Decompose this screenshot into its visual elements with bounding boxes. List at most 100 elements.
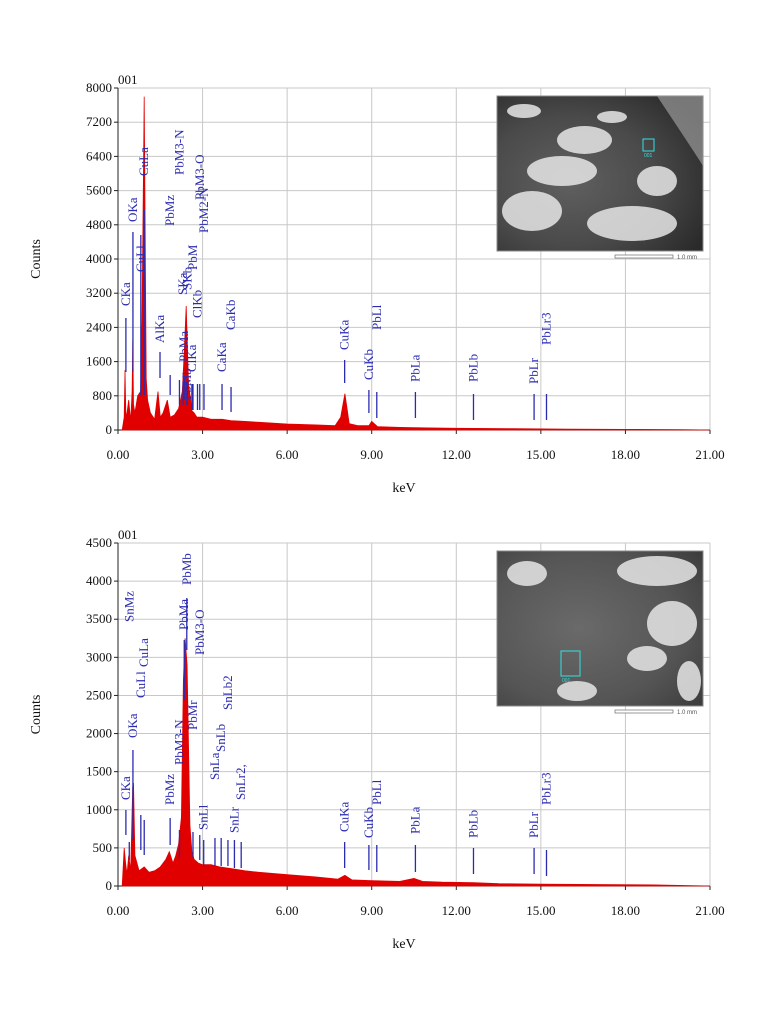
x-tick-label: 9.00 <box>360 447 383 462</box>
peak-label: PbM3-N <box>171 719 186 765</box>
peak-label: CuLl <box>133 671 148 698</box>
sem-inset-image: 001 1.0 mm <box>496 550 704 716</box>
sem-bright-region <box>507 104 541 118</box>
peak-label: PbM3-O <box>192 154 207 200</box>
peak-label: PbM3-N <box>171 129 186 175</box>
x-tick-label: 21.00 <box>695 903 724 918</box>
sem-bright-region <box>597 111 627 123</box>
y-tick-label: 4000 <box>86 573 112 588</box>
peak-label: SnLl <box>196 804 211 830</box>
x-tick-label: 15.00 <box>526 447 555 462</box>
analysis-region-label: 001 <box>562 678 571 684</box>
peak-labels: CKa OKa CuLl CuLa AlKa PbMz PbMa PbM3-N SKa PbMb S… <box>118 129 553 420</box>
sem-bright-region <box>677 661 701 701</box>
peak-label: SKb <box>179 267 194 290</box>
peak-label: PbMz <box>162 774 177 805</box>
sem-bright-region <box>502 191 562 231</box>
peak-label: ClKa <box>184 344 199 372</box>
peak-label: CuKb <box>361 349 376 380</box>
peak-label: AlKa <box>152 315 167 343</box>
sem-bright-region <box>507 561 547 586</box>
x-tick-label: 12.00 <box>442 903 471 918</box>
peak-label: PbLa <box>407 354 422 382</box>
peak-label: CKa <box>118 282 133 306</box>
peak-label: PbMz <box>162 195 177 226</box>
y-tick-label: 0 <box>106 878 113 893</box>
x-tick-label: 0.00 <box>107 447 130 462</box>
peak-label: ClKb <box>189 290 204 318</box>
sem-bright-region <box>627 646 667 671</box>
analysis-region-box <box>560 650 581 677</box>
peak-labels: CKa SnMz OKa CuLl CuLa PbMz PbM3-N PbMa PbMb PbMr… <box>118 553 553 876</box>
scale-bar <box>614 254 674 259</box>
peak-label: PbMb <box>179 553 194 585</box>
peak-label: PbLb <box>465 810 480 838</box>
y-tick-label: 2500 <box>86 687 112 702</box>
peak-label: OKa <box>125 197 140 222</box>
x-tick-label: 0.00 <box>107 903 130 918</box>
peak-label: PbM3-O <box>192 609 207 655</box>
peak-label: SnLb <box>213 724 228 752</box>
x-tick-label: 9.00 <box>360 903 383 918</box>
peak-label: CuLa <box>136 638 151 667</box>
y-tick-label: 2400 <box>86 319 112 334</box>
y-tick-label: 4500 <box>86 535 112 550</box>
sem-bright-region <box>617 556 697 586</box>
sem-bright-region <box>637 166 677 196</box>
peak-label: CuLa <box>136 147 151 176</box>
spectrum-series <box>121 638 711 887</box>
scale-bar-label: 1.0 mm <box>677 710 697 716</box>
sem-bright-region <box>647 601 697 646</box>
x-axis-label: keV <box>392 937 415 952</box>
y-tick-label: 6400 <box>86 148 112 163</box>
x-tick-label: 15.00 <box>526 903 555 918</box>
peak-label: PbLa <box>407 806 422 834</box>
x-tick-label: 6.00 <box>276 903 299 918</box>
scale-bar <box>614 709 674 714</box>
analysis-region-box <box>642 138 655 152</box>
peak-label: PbMa <box>176 331 191 362</box>
peak-label: CaKa <box>214 342 229 372</box>
peak-label: PbM2-N <box>196 187 211 233</box>
x-tick-label: 18.00 <box>611 447 640 462</box>
peak-label: CuKa <box>337 319 352 350</box>
peak-label: PbLr <box>526 357 541 384</box>
peak-label: SKa <box>175 272 190 295</box>
peak-label: PbMr <box>185 700 200 730</box>
peak-label: PbLr3 <box>538 313 553 346</box>
chart-title: 001 <box>118 72 138 87</box>
spectrum-series <box>121 96 711 431</box>
sem-bright-region <box>557 681 597 701</box>
y-tick-label: 8000 <box>86 80 112 95</box>
y-tick-label: 4800 <box>86 217 112 232</box>
y-tick-label: 3200 <box>86 285 112 300</box>
sem-bright-region <box>557 126 612 154</box>
x-tick-label: 18.00 <box>611 903 640 918</box>
peak-label: CaKb <box>223 300 238 330</box>
spectrum-panel-2: 0.00 3.00 6.00 9.00 12.00 15.00 18.00 21.00 0 500… <box>29 527 725 952</box>
y-tick-label: 1600 <box>86 354 112 369</box>
peak-label: SnLr2, <box>233 764 248 800</box>
sem-bright-region <box>527 156 597 186</box>
peak-label: SnLr <box>226 806 241 833</box>
y-tick-label: 1000 <box>86 802 112 817</box>
spectrum-panel-1: 0.00 3.00 6.00 9.00 12.00 15.00 18.00 21.00 0 800… <box>29 72 725 496</box>
y-tick-label: 800 <box>93 388 113 403</box>
y-tick-label: 3500 <box>86 611 112 626</box>
peak-label: PbM <box>185 244 200 270</box>
peak-label: PbLb <box>465 354 480 382</box>
y-tick-label: 2000 <box>86 726 112 741</box>
peak-label: PbLr <box>526 811 541 838</box>
sem-bright-region <box>587 206 677 241</box>
x-tick-label: 6.00 <box>276 447 299 462</box>
peak-label: PbLl <box>369 304 384 330</box>
x-tick-label: 3.00 <box>191 903 214 918</box>
peak-label: CuLl <box>133 245 148 272</box>
chart-title: 001 <box>118 527 138 542</box>
y-tick-label: 1500 <box>86 764 112 779</box>
peak-label: PbMb <box>179 368 194 400</box>
x-tick-label: 21.00 <box>695 447 724 462</box>
y-tick-label: 7200 <box>86 114 112 129</box>
peak-label: PbLr3 <box>538 773 553 806</box>
y-axis-label: Counts <box>29 695 44 735</box>
